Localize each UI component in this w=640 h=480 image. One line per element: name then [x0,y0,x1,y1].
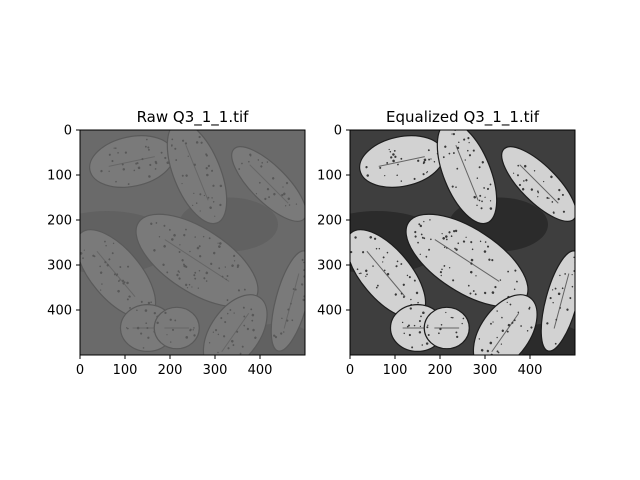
x-tick-label: 300 [203,363,228,378]
raw-image-plot-area [79,129,306,356]
axes-frame [79,129,306,356]
raw-image-y-axis: 0 100 200 300 400 [47,124,80,319]
x-tick-label: 100 [113,363,138,378]
raw-image-title: Raw Q3_1_1.tif [137,108,250,127]
x-tick-label: 400 [248,363,273,378]
equalized-image-title: Equalized Q3_1_1.tif [386,108,540,127]
micrograph-image [350,130,575,355]
pollen-grain [270,250,305,352]
pollen-grain [231,146,305,222]
micrograph-image [80,130,305,355]
pollen-grain [166,130,228,225]
pollen-grain [80,229,157,319]
pollen-grain [359,135,445,188]
y-tick-label: 300 [317,259,342,274]
pollen-grain [153,306,200,350]
equalized-image-x-axis: 0 100 200 300 400 [346,355,543,378]
y-tick-label: 200 [317,214,342,229]
pollen-grain [436,130,498,225]
raw-image-axes: Raw Q3_1_1.tif 0 100 200 300 400 0 100 200 300 4… [47,108,306,378]
x-tick-label: 200 [428,363,453,378]
raw-image-x-axis: 0 100 200 300 400 [76,355,273,378]
x-tick-label: 100 [383,363,408,378]
pollen-grain [472,294,538,355]
x-tick-label: 300 [473,363,498,378]
y-tick-label: 400 [47,304,72,319]
y-tick-label: 100 [317,169,342,184]
y-tick-label: 400 [317,304,342,319]
x-tick-label: 200 [158,363,183,378]
pollen-grain [202,294,268,355]
y-tick-label: 0 [334,124,342,139]
equalized-image-axes: Equalized Q3_1_1.tif 0 100 200 300 400 0 100 2… [317,108,576,378]
y-tick-label: 0 [64,124,72,139]
equalized-image-plot-area [349,129,576,356]
pollen-grain [350,229,427,319]
equalized-image-y-axis: 0 100 200 300 400 [317,124,350,319]
y-tick-label: 100 [47,169,72,184]
pollen-grain [501,146,575,222]
y-tick-label: 300 [47,259,72,274]
x-tick-label: 0 [76,363,84,378]
axes-frame [349,129,576,356]
y-tick-label: 200 [47,214,72,229]
x-tick-label: 400 [518,363,543,378]
x-tick-label: 0 [346,363,354,378]
pollen-grain [423,306,470,350]
pollen-grain [89,135,175,188]
